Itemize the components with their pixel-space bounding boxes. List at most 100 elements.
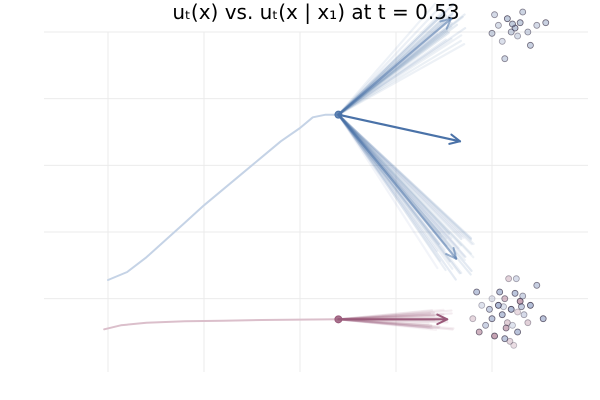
scatter-lower-point-21 [506, 337, 514, 345]
fan-arrow-maroon-0 [337, 318, 441, 328]
scatter-lower-point-33 [473, 288, 481, 296]
scatter-lower-point-27 [488, 295, 496, 303]
scatter-upper-point-0 [494, 21, 502, 29]
scatter-upper-point-12 [488, 29, 496, 37]
fan-arrow-upper-10 [337, 29, 449, 116]
fan-arrow-maroon-18 [337, 309, 434, 321]
fan-arrow-lower-12 [337, 113, 453, 240]
scatter-lower-point-23 [527, 301, 534, 309]
fan-arrow-lower-7 [337, 113, 473, 246]
scatter-lower-point-29 [500, 303, 507, 311]
fan-arrow-maroon-10 [337, 318, 431, 329]
scatter-lower-point-14 [519, 292, 527, 300]
fan-arrow-upper-21 [337, 3, 444, 116]
fan-arrow-lower-33 [337, 113, 475, 259]
chart-title: uₜ(x) vs. uₜ(x | x₁) at t = 0.53 [172, 0, 459, 24]
scatter-lower-point-3 [514, 308, 521, 316]
fan-arrow-lower-19 [337, 113, 466, 258]
fan-arrow-maroon-23 [337, 318, 438, 332]
fan-arrow-lower-27 [337, 113, 462, 247]
scatter-lower-point-28 [518, 303, 525, 311]
start-point-maroon [334, 315, 343, 324]
scatter-lower-point-22 [510, 341, 518, 349]
fan-arrow-lower-2 [337, 113, 442, 262]
scatter-lower-point-9 [514, 328, 521, 336]
fan-arrow-lower-23 [337, 113, 475, 246]
fan-arrow-lower-22 [337, 113, 472, 241]
scatter-upper-point-8 [491, 11, 498, 19]
fan-arrow-upper-12 [337, 31, 450, 116]
scatter-lower-point-30 [502, 324, 510, 332]
arrow-blue-mean-lower [337, 113, 458, 260]
scatter-lower-point-10 [488, 315, 496, 323]
scatter-lower-point-13 [520, 311, 528, 319]
scatter-lower-point-15 [505, 275, 513, 283]
arrow-blue-mean-upper [337, 17, 453, 116]
fan-arrow-upper-9 [337, 3, 455, 116]
scatter-lower-point-25 [501, 335, 509, 343]
fan-arrow-lower-8 [337, 113, 439, 270]
fan-arrow-upper-7 [337, 39, 462, 116]
fan-arrow-maroon-7 [337, 309, 453, 321]
fan-arrow-lower-10 [337, 113, 467, 258]
velocity-arrows [337, 17, 462, 326]
scatter-lower-point-16 [512, 275, 520, 283]
scatter-upper-point-10 [501, 55, 509, 63]
scatter-lower-point-4 [516, 297, 524, 305]
arrow-blue-marginal [337, 113, 462, 143]
fan-arrow-maroon-24 [337, 318, 440, 330]
scatter-upper-point-9 [533, 21, 541, 29]
fan-arrow-maroon-12 [337, 308, 445, 321]
fan-arrow-maroon-22 [337, 318, 455, 330]
scatter-upper-point-4 [507, 28, 515, 36]
fan-arrow-upper-6 [337, 23, 459, 116]
scatter-upper-point-14 [542, 19, 550, 27]
fan-arrow-lower-13 [337, 113, 457, 281]
scatter-upper-point-15 [509, 20, 516, 28]
fan-arrow-lower-6 [337, 113, 473, 240]
fan-arrow-upper-0 [337, 2, 437, 116]
scatter-upper-point-1 [503, 15, 511, 23]
scatter-lower-point-2 [507, 305, 515, 313]
trajectories [103, 113, 340, 331]
scatter-upper-point-13 [519, 8, 527, 16]
fan-arrow-lower-21 [337, 113, 465, 240]
scatter-lower-point-18 [475, 328, 483, 336]
scatter-lower-point-1 [501, 295, 509, 303]
fan-arrow-lower-29 [337, 113, 451, 235]
scatter-lower-point-17 [496, 288, 504, 296]
arrow-head-blue-marginal [448, 133, 461, 145]
scatter-lower-point-20 [491, 332, 498, 340]
scatter-upper-point-6 [498, 37, 506, 45]
grid [44, 31, 588, 372]
scatter-lower-point-12 [486, 305, 493, 313]
conditional-arrow-fans [337, 2, 475, 332]
fan-arrow-lower-14 [337, 113, 463, 238]
fan-arrow-upper-24 [337, 27, 467, 116]
fan-arrow-lower-25 [337, 113, 454, 270]
scatter-upper-point-11 [527, 41, 534, 49]
scatter-lower-point-32 [539, 315, 547, 323]
fan-arrow-lower-16 [337, 113, 460, 250]
data-points [334, 8, 550, 349]
fan-arrow-upper-2 [337, 10, 447, 116]
fan-arrow-maroon-11 [337, 318, 432, 330]
fan-arrow-upper-18 [337, 37, 453, 116]
scatter-lower-point-8 [509, 321, 516, 329]
scatter-lower-point-6 [498, 311, 506, 319]
scatter-lower-point-7 [503, 319, 511, 327]
fan-arrow-upper-11 [337, 38, 447, 116]
scatter-lower-point-0 [494, 301, 502, 309]
fan-arrow-upper-16 [337, 43, 466, 116]
arrow-head-maroon-marginal [436, 313, 449, 326]
scatter-upper-point-3 [516, 19, 524, 27]
trajectory-blue-trajectory [107, 113, 340, 281]
fan-arrow-lower-17 [337, 113, 447, 272]
start-point-blue [334, 110, 343, 119]
scatter-lower-point-19 [478, 301, 486, 309]
fan-arrow-maroon-20 [337, 318, 434, 330]
fan-arrow-maroon-8 [337, 318, 454, 331]
fan-arrow-lower-26 [337, 113, 473, 255]
scatter-lower-point-5 [511, 289, 519, 297]
